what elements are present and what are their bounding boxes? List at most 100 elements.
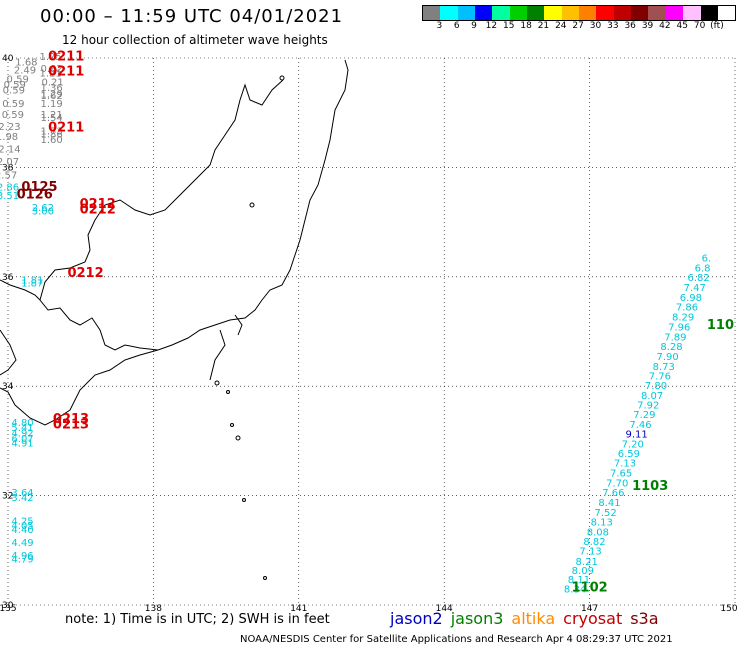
- scale-label: 33: [607, 21, 619, 31]
- pass-time-label: 1103: [632, 479, 668, 494]
- scale-swatch: [613, 6, 632, 20]
- wave-height-value: 7.80: [645, 381, 667, 392]
- x-tick-label: 144: [436, 604, 453, 614]
- satellite-legend: jason2 jason3 altika cryosat s3a: [390, 609, 667, 628]
- wave-height-value: 7.52: [594, 508, 616, 519]
- scale-swatch: [509, 6, 528, 20]
- scale-label: 6: [453, 21, 460, 31]
- chart-title: 00:00 – 11:59 UTC 04/01/2021: [40, 6, 344, 27]
- pass-time-label: 0212: [80, 202, 116, 217]
- wave-height-value: 2.62: [32, 203, 54, 214]
- scale-swatch: [527, 6, 545, 20]
- wave-height-value: 4.40: [11, 525, 33, 536]
- pass-time-label: 0211: [48, 50, 84, 65]
- scale-label: 3: [436, 21, 443, 31]
- wave-height-value: 8.73: [653, 362, 675, 373]
- wave-height-value: 0.59: [4, 80, 26, 91]
- scale-swatch: [475, 6, 493, 20]
- legend-altika: altika: [511, 609, 556, 628]
- scale-swatch: [492, 6, 510, 20]
- wave-height-value: 1.62: [40, 91, 62, 102]
- scale-swatch: [648, 6, 666, 20]
- wave-height-value: 4.96: [11, 551, 33, 562]
- legend-jason2: jason2: [390, 609, 443, 628]
- wave-height-value: 7.29: [633, 410, 655, 421]
- pass-time-label: 0212: [67, 266, 103, 281]
- wave-height-value: 2.14: [0, 145, 21, 156]
- wave-height-value: 8.13: [591, 518, 613, 529]
- pass-time-label: 1102: [572, 580, 608, 595]
- wave-height-value: 7.90: [656, 352, 678, 363]
- scale-swatch: [717, 6, 736, 20]
- wave-height-value: 3.42: [11, 493, 33, 504]
- wave-height-value: 0.82: [40, 64, 62, 75]
- scale-swatch: [544, 6, 562, 20]
- wave-height-labels: 8.348.118.098.217.138.828.088.137.528.41…: [0, 50, 734, 596]
- wave-height-value: 6.59: [618, 449, 640, 460]
- scale-label: 18: [520, 21, 532, 31]
- wave-height-value: 2.07: [0, 157, 19, 168]
- scale-label: 21: [537, 21, 550, 31]
- wave-height-value: 1.21: [40, 110, 62, 121]
- scale-swatch: [683, 6, 701, 20]
- scale-swatch: [440, 6, 458, 20]
- wave-height-value: 0.59: [3, 86, 25, 97]
- scale-label: 15: [503, 21, 515, 31]
- wave-height-value: 4.49: [11, 538, 33, 549]
- wave-height-value: 7.86: [676, 303, 698, 314]
- pass-time-label: 0212: [80, 197, 116, 212]
- wave-height-value: 2.23: [0, 122, 21, 133]
- wave-height-value: 3.64: [11, 488, 33, 499]
- wave-height-value: 7.66: [602, 488, 624, 499]
- wave-height-value: 1.36: [40, 83, 62, 94]
- wave-height-value: 1.73: [40, 127, 62, 138]
- pass-time-label: 0213: [53, 412, 89, 427]
- wave-height-value: 1.86: [40, 129, 62, 140]
- source-footer: NOAA/NESDIS Center for Satellite Applica…: [240, 634, 673, 645]
- wave-height-value: 2.86: [0, 182, 19, 193]
- wave-height-value: 1.29: [40, 89, 62, 100]
- scale-label: 70: [693, 21, 706, 31]
- scale-swatch: [423, 6, 441, 20]
- wave-height-value: 5.41: [11, 423, 33, 434]
- chart-subtitle: 12 hour collection of altimeter wave hei…: [62, 33, 328, 47]
- wave-height-value: 8.21: [576, 557, 598, 568]
- color-scale-labels: 3 6 9 12 15 18 21 24 27 30 33 36 39 42 45 70 (ft): [422, 21, 734, 33]
- scale-swatch: [579, 6, 597, 20]
- wave-height-value: 1.19: [40, 99, 62, 110]
- wave-height-value: 1.54: [40, 113, 62, 124]
- wave-height-value: 1.21: [40, 69, 62, 80]
- scale-label: 45: [676, 21, 688, 31]
- scale-swatch: [631, 6, 649, 20]
- x-tick-label: 147: [581, 604, 598, 614]
- japan-coastline: [0, 59, 349, 580]
- wave-height-value: 3.00: [32, 206, 54, 217]
- legend-jason3: jason3: [450, 609, 504, 628]
- wave-height-value: 1.98: [0, 132, 18, 143]
- wave-height-value: 7.13: [614, 459, 636, 470]
- y-tick-label: 40: [2, 54, 14, 64]
- wave-height-value: 2.49: [14, 65, 36, 76]
- wave-height-value: 7.76: [649, 372, 671, 383]
- x-tick-label: 135: [0, 604, 17, 614]
- wave-height-value: 4.91: [11, 438, 33, 449]
- wave-height-value: 8.41: [598, 498, 620, 509]
- wave-height-value: 4.79: [11, 554, 33, 565]
- wave-height-value: 1.68: [15, 58, 37, 69]
- wave-height-value: 7.92: [637, 401, 659, 412]
- wave-height-value: 3.51: [0, 191, 19, 202]
- wave-height-value: 8.28: [660, 342, 682, 353]
- x-tick-label: 141: [290, 604, 307, 614]
- scale-swatch: [700, 6, 718, 20]
- lat-lon-grid: [7, 57, 736, 606]
- wave-height-value: 8.07: [641, 391, 663, 402]
- pass-time-label: 0126: [17, 188, 53, 203]
- legend-s3a: s3a: [630, 609, 659, 628]
- pass-time-label: 0125: [21, 180, 57, 195]
- scale-swatch: [457, 6, 476, 20]
- wave-height-value: 6.: [702, 253, 712, 264]
- legend-cryosat: cryosat: [563, 609, 623, 628]
- y-tick-label: 32: [2, 492, 13, 502]
- scale-label: 30: [589, 21, 602, 31]
- pass-time-label: 110: [707, 318, 734, 333]
